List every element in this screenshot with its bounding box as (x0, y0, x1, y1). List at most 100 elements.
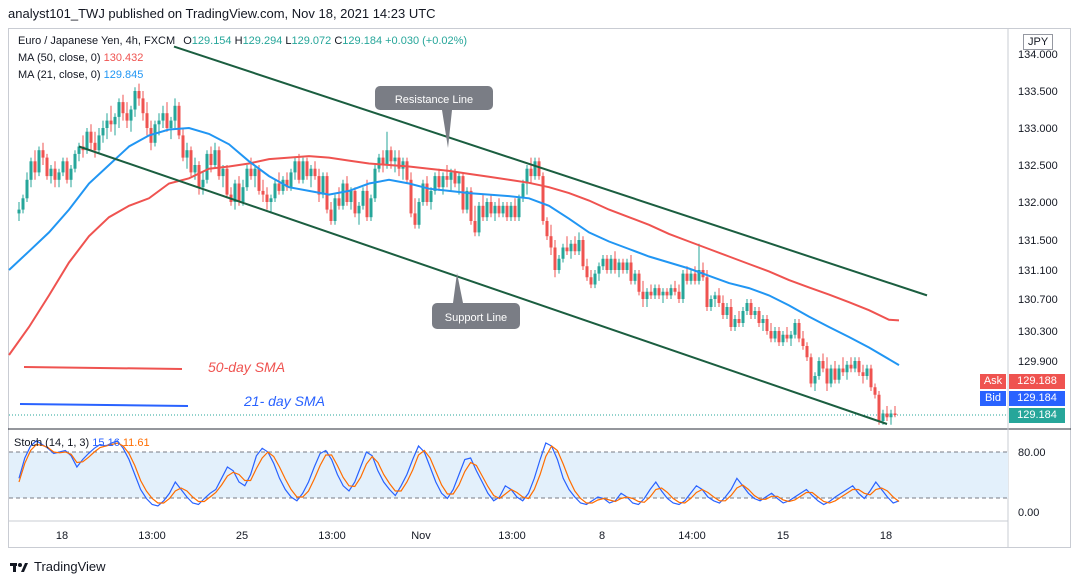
ma50-legend[interactable]: MA (50, close, 0) 130.432 (18, 52, 143, 64)
candle-body (129, 109, 133, 121)
candle-body (561, 247, 565, 259)
symbol-legend[interactable]: Euro / Japanese Yen, 4h, FXCM O129.154 H… (18, 35, 467, 47)
candle-body (813, 376, 817, 384)
candle-body (285, 179, 289, 188)
stoch-level-label: 80.00 (1018, 447, 1046, 459)
change-value: +0.030 (+0.02%) (385, 35, 468, 47)
candle-body (681, 273, 685, 299)
candle-body (361, 190, 365, 206)
ma50-line (8, 155, 900, 356)
candle-body (453, 172, 457, 184)
candle-body (849, 364, 853, 369)
candle-body (213, 150, 217, 165)
candle-body (429, 190, 433, 202)
ma21-legend[interactable]: MA (21, close, 0) 129.845 (18, 69, 143, 81)
candle-body (101, 128, 105, 136)
candle-body (389, 150, 393, 162)
candle-body (773, 331, 777, 339)
stoch-legend[interactable]: Stoch (14, 1, 3) 15.16 11.61 (14, 437, 150, 449)
tradingview-logo-icon (10, 561, 28, 573)
candle-body (493, 205, 497, 214)
candle-body (753, 311, 757, 315)
candle-body (309, 168, 313, 177)
stoch-level-label: 0.00 (1018, 507, 1039, 519)
resistance-line (173, 45, 928, 297)
candle-body (541, 176, 545, 221)
candle-body (685, 273, 689, 281)
candle-body (365, 190, 369, 218)
candle-body (385, 150, 389, 165)
candle-body (345, 183, 349, 202)
candle-body (233, 183, 237, 202)
candle-body (677, 291, 681, 299)
bid-tag-value: 129.184 (1009, 391, 1065, 406)
candle-body (781, 334, 785, 343)
candle-body (793, 323, 797, 335)
candle-body (257, 168, 261, 191)
candle-body (85, 131, 89, 151)
high-label: H (234, 35, 243, 47)
time-tick-label: Nov (411, 530, 431, 542)
candle-body (401, 161, 405, 169)
candle-body (857, 361, 861, 373)
candle-body (553, 247, 557, 270)
candle-body (253, 168, 257, 177)
candle-body (161, 113, 165, 121)
candle-body (861, 372, 865, 376)
ma21-line (8, 126, 900, 366)
symbol-name: Euro / Japanese Yen, 4h, FXCM (18, 35, 176, 47)
candle-body (377, 157, 381, 169)
ask-tag-label: Ask (980, 374, 1006, 389)
candle-body (785, 334, 789, 339)
candle-body (833, 368, 837, 380)
candle-body (809, 357, 813, 384)
candle-body (421, 183, 425, 202)
candle-body (497, 205, 501, 214)
candle-body (669, 288, 673, 296)
candle-body (845, 364, 849, 373)
candle-body (221, 168, 225, 177)
tradingview-footer[interactable]: TradingView (10, 559, 106, 574)
candle-body (485, 202, 489, 218)
candle-body (181, 135, 185, 158)
candle-body (705, 277, 709, 307)
candle-body (885, 413, 889, 418)
candle-body (465, 190, 469, 210)
candle-body (641, 291, 645, 299)
resistance-line-callout: Resistance Line (375, 86, 493, 148)
candle-body (801, 338, 805, 346)
candle-body (473, 221, 477, 233)
price-tick-label: 134.000 (1018, 49, 1058, 61)
candle-body (41, 150, 45, 158)
candle-body (169, 120, 173, 128)
candle-body (113, 116, 117, 125)
candle-body (145, 113, 149, 128)
price-tick-label: 132.500 (1018, 160, 1058, 172)
candle-body (569, 243, 573, 252)
time-tick-label: 15 (777, 530, 789, 542)
sma21-marker (19, 403, 189, 407)
currency-label[interactable]: JPY (1023, 34, 1054, 50)
candle-body (893, 413, 897, 415)
sma50-annotation: 50-day SMA (208, 359, 285, 375)
ma50-value: 130.432 (103, 52, 144, 64)
stoch-k-line (18, 440, 900, 507)
candle-body (689, 273, 693, 281)
candle-body (521, 183, 525, 199)
candle-body (141, 98, 145, 114)
ma21-value: 129.845 (103, 69, 144, 81)
candle-body (337, 198, 341, 206)
candle-body (97, 135, 101, 151)
candle-body (437, 176, 441, 188)
candle-body (273, 183, 277, 199)
candle-body (505, 205, 509, 218)
candle-body (765, 319, 769, 331)
candle-body (313, 168, 317, 177)
candle-body (693, 273, 697, 281)
high-value: 129.294 (242, 35, 283, 47)
candle-body (325, 176, 329, 210)
candle-body (777, 331, 781, 343)
candle-body (581, 240, 585, 267)
candle-body (513, 205, 517, 218)
